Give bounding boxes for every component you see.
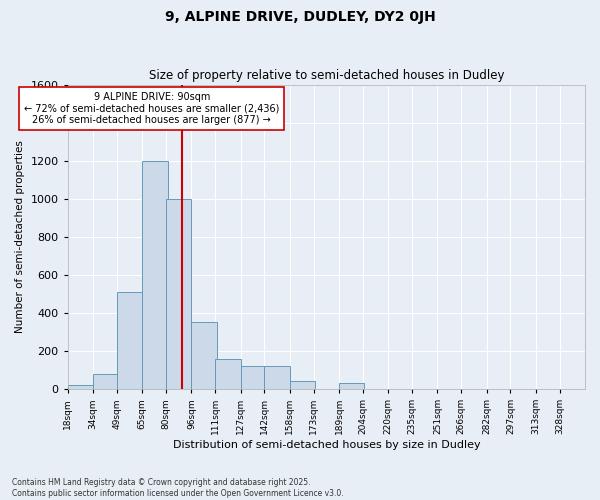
Bar [339,384,364,389]
Bar [191,322,217,389]
Bar [68,385,93,389]
Title: Size of property relative to semi-detached houses in Dudley: Size of property relative to semi-detach… [149,69,504,82]
Bar [117,292,142,389]
Text: 9, ALPINE DRIVE, DUDLEY, DY2 0JH: 9, ALPINE DRIVE, DUDLEY, DY2 0JH [164,10,436,24]
Y-axis label: Number of semi-detached properties: Number of semi-detached properties [15,140,25,333]
Bar [241,366,266,389]
Bar [265,366,290,389]
Bar [290,382,315,389]
X-axis label: Distribution of semi-detached houses by size in Dudley: Distribution of semi-detached houses by … [173,440,480,450]
Text: Contains HM Land Registry data © Crown copyright and database right 2025.
Contai: Contains HM Land Registry data © Crown c… [12,478,344,498]
Bar [215,358,241,389]
Bar [142,160,167,389]
Text: 9 ALPINE DRIVE: 90sqm
← 72% of semi-detached houses are smaller (2,436)
26% of s: 9 ALPINE DRIVE: 90sqm ← 72% of semi-deta… [24,92,280,126]
Bar [93,374,118,389]
Bar [166,198,191,389]
